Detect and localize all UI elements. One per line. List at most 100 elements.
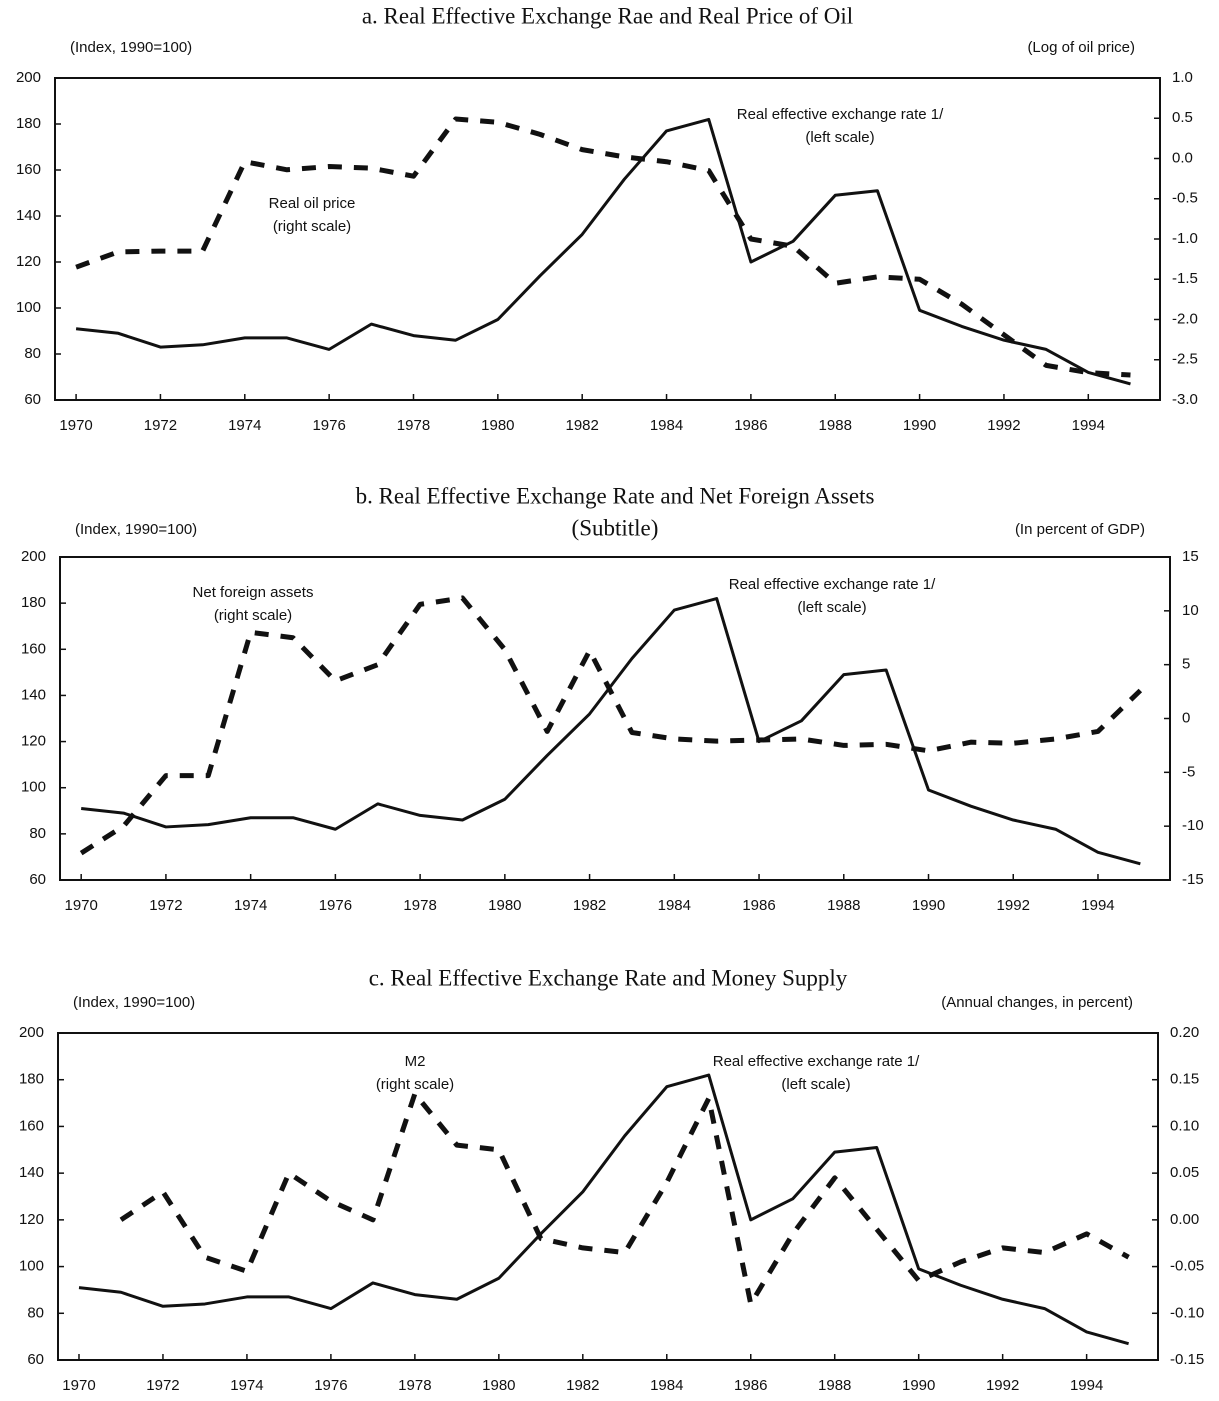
x-tick-label: 1982 [566, 417, 599, 434]
x-tick-label: 1980 [482, 1377, 515, 1394]
x-tick-label: 1980 [488, 897, 521, 914]
series-note: (right scale) [376, 1076, 454, 1093]
y2-axis-label: (In percent of GDP) [1015, 521, 1145, 538]
series-line [79, 595, 1143, 856]
x-tick-label: 1990 [903, 417, 936, 434]
y-tick-label: 80 [27, 1304, 44, 1321]
plot-frame [54, 77, 1161, 401]
x-tick-label: 1972 [146, 1377, 179, 1394]
y2-tick-label: -1.5 [1172, 270, 1198, 287]
plot-frame [57, 1032, 1159, 1361]
series-label: Real effective exchange rate 1/ [737, 106, 944, 123]
chart-title: c. Real Effective Exchange Rate and Mone… [369, 965, 848, 990]
y-tick-label: 180 [19, 1071, 44, 1088]
y-tick-label: 120 [19, 1211, 44, 1228]
y2-tick-label: -2.5 [1172, 351, 1198, 368]
y-tick-label: 160 [21, 640, 46, 657]
series-line [75, 117, 1131, 386]
x-tick-label: 1982 [573, 897, 606, 914]
x-tick-label: 1976 [319, 897, 352, 914]
y-axis-label: (Index, 1990=100) [70, 39, 192, 56]
series-label: Net foreign assets [193, 584, 314, 601]
y-tick-label: 200 [16, 69, 41, 86]
series-label: Real effective exchange rate 1/ [729, 576, 936, 593]
x-tick-label: 1976 [314, 1377, 347, 1394]
y-tick-label: 60 [29, 871, 46, 888]
y-axis-label: (Index, 1990=100) [75, 521, 197, 538]
series-line [81, 597, 1141, 866]
x-tick-label: 1970 [59, 417, 92, 434]
y2-tick-label: 0.10 [1170, 1117, 1199, 1134]
x-tick-label: 1986 [734, 417, 767, 434]
y-tick-label: 180 [21, 594, 46, 611]
x-tick-label: 1992 [997, 897, 1030, 914]
x-tick-label: 1984 [658, 897, 691, 914]
x-tick-label: 1988 [827, 897, 860, 914]
x-tick-label: 1978 [397, 417, 430, 434]
x-tick-label: 1984 [650, 1377, 683, 1394]
y-axis-label: (Index, 1990=100) [73, 994, 195, 1011]
x-tick-label: 1978 [403, 897, 436, 914]
y2-tick-label: 0.0 [1172, 149, 1193, 166]
y2-tick-label: 0.15 [1170, 1071, 1199, 1088]
series-note: (right scale) [273, 218, 351, 235]
y-tick-label: 80 [24, 345, 41, 362]
y2-tick-label: 0.00 [1170, 1211, 1199, 1228]
y-tick-label: 160 [19, 1117, 44, 1134]
y-tick-label: 140 [19, 1164, 44, 1181]
x-tick-label: 1988 [818, 1377, 851, 1394]
y-tick-label: 100 [19, 1258, 44, 1275]
y-tick-label: 60 [24, 391, 41, 408]
y-tick-label: 120 [21, 733, 46, 750]
y-tick-label: 200 [19, 1024, 44, 1041]
x-tick-label: 1980 [481, 417, 514, 434]
series-line [75, 116, 1131, 378]
y2-tick-label: 0 [1182, 709, 1190, 726]
x-tick-label: 1970 [62, 1377, 95, 1394]
y2-tick-label: -0.05 [1170, 1258, 1204, 1275]
y2-tick-label: -1.0 [1172, 230, 1198, 247]
x-tick-label: 1970 [64, 897, 97, 914]
x-tick-label: 1982 [566, 1377, 599, 1394]
series-note: (left scale) [805, 129, 874, 146]
x-tick-label: 1994 [1081, 897, 1114, 914]
x-tick-label: 1990 [902, 1377, 935, 1394]
y2-tick-label: -0.5 [1172, 190, 1198, 207]
y-tick-label: 60 [27, 1351, 44, 1368]
series-note: (right scale) [214, 607, 292, 624]
chart-title: b. Real Effective Exchange Rate and Net … [356, 483, 875, 508]
y-tick-label: 200 [21, 548, 46, 565]
x-tick-label: 1974 [228, 417, 261, 434]
series-line [78, 1073, 1130, 1346]
x-tick-label: 1984 [650, 417, 683, 434]
y2-tick-label: -5 [1182, 763, 1195, 780]
y2-tick-label: -0.10 [1170, 1304, 1204, 1321]
x-tick-label: 1976 [312, 417, 345, 434]
x-tick-label: 1994 [1070, 1377, 1103, 1394]
y2-tick-label: 0.20 [1170, 1024, 1199, 1041]
y2-tick-label: 15 [1182, 548, 1199, 565]
y2-tick-label: -2.0 [1172, 310, 1198, 327]
y2-tick-label: -15 [1182, 871, 1204, 888]
x-tick-label: 1974 [234, 897, 267, 914]
chart-subtitle: (Subtitle) [572, 515, 659, 540]
y2-tick-label: 10 [1182, 602, 1199, 619]
x-tick-label: 1988 [819, 417, 852, 434]
series-line [119, 1091, 1130, 1307]
x-tick-label: 1986 [742, 897, 775, 914]
x-tick-label: 1990 [912, 897, 945, 914]
y2-tick-label: 5 [1182, 656, 1190, 673]
y2-tick-label: 1.0 [1172, 69, 1193, 86]
y-tick-label: 140 [21, 686, 46, 703]
y2-tick-label: 0.05 [1170, 1164, 1199, 1181]
x-tick-label: 1994 [1072, 417, 1105, 434]
y-tick-label: 120 [16, 253, 41, 270]
y2-axis-label: (Annual changes, in percent) [941, 994, 1133, 1011]
series-label: Real oil price [269, 195, 356, 212]
x-tick-label: 1992 [987, 417, 1020, 434]
x-tick-label: 1992 [986, 1377, 1019, 1394]
series-label: M2 [405, 1053, 426, 1070]
x-tick-label: 1974 [230, 1377, 263, 1394]
y2-tick-label: -10 [1182, 817, 1204, 834]
